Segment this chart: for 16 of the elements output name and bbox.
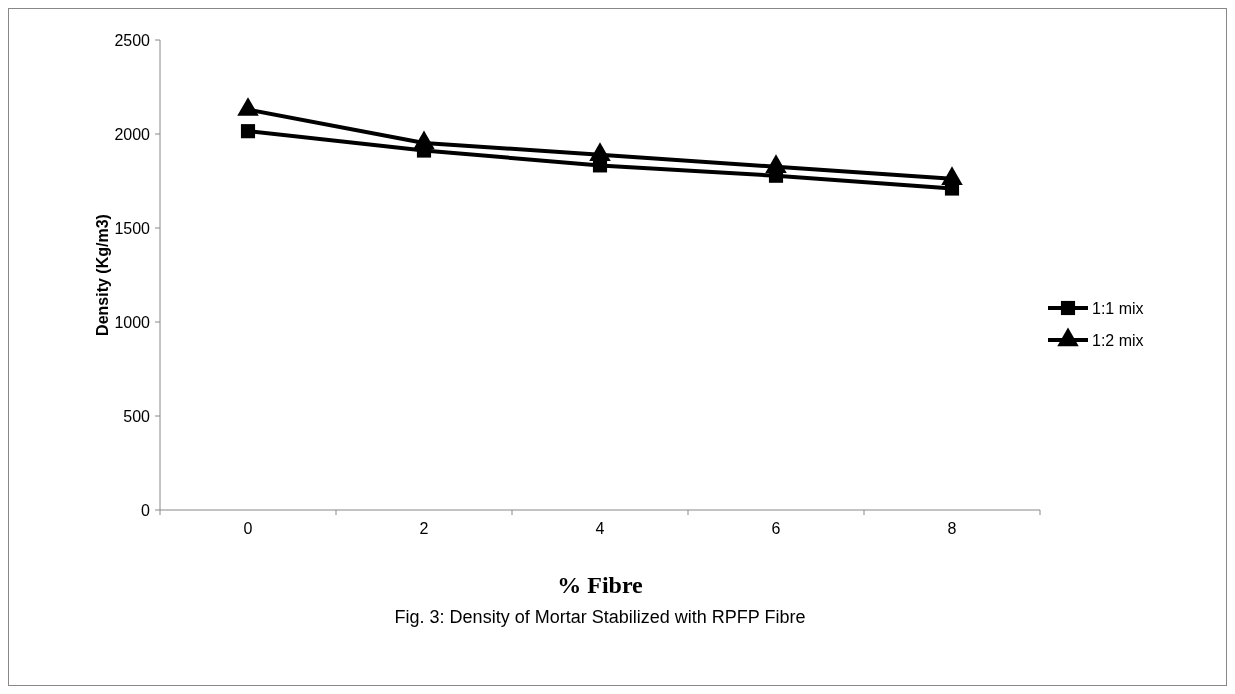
x-axis-title: % Fibre [557, 572, 644, 598]
x-tick-label: 4 [595, 520, 605, 537]
y-tick-label: 0 [141, 501, 151, 519]
legend-label: 1:2 mix [1092, 331, 1144, 349]
y-tick-label: 2500 [114, 31, 151, 49]
x-tick-label: 6 [771, 520, 781, 537]
y-axis-title: Density (Kg/m3) [94, 214, 111, 336]
legend-label: 1:1 mix [1092, 299, 1144, 317]
y-tick-label: 1500 [114, 219, 151, 237]
text: Fig. 3: Density of Mortar Stabilized with RPFP Fibre [394, 607, 806, 627]
y-tick-label: 1000 [114, 313, 151, 331]
x-tick-label: 8 [947, 520, 957, 537]
x-tick-label: 0 [243, 520, 253, 537]
x-tick-label: 2 [419, 520, 429, 537]
y-tick-label: 2000 [114, 125, 151, 143]
y-tick-label: 500 [123, 407, 151, 425]
